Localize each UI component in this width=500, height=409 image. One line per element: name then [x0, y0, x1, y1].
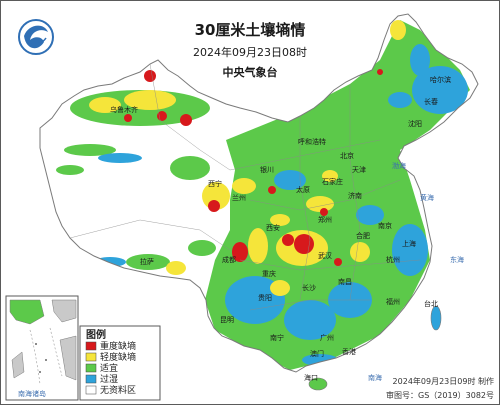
sea-label: 黄海 [420, 193, 434, 202]
inset-label: 南海诸岛 [18, 389, 46, 398]
place-label: 银川 [260, 165, 274, 174]
sea-label: 渤海 [392, 161, 406, 170]
legend-label: 过湿 [100, 373, 118, 385]
place-label: 广州 [320, 333, 334, 342]
place-label: 澳门 [310, 349, 324, 358]
map-title: 30厘米土壤墒情 [195, 21, 306, 39]
place-label: 合肥 [356, 231, 370, 240]
legend-swatch-wet [85, 374, 97, 384]
legend: 图例 重度缺墒 轻度缺墒 适宜 过湿 无资料区 [79, 325, 161, 401]
sea-label: 东海 [450, 255, 464, 264]
legend-item: 过湿 [85, 373, 118, 385]
place-label: 贵阳 [258, 293, 272, 302]
legend-item: 轻度缺墒 [85, 351, 136, 363]
place-label: 长沙 [302, 283, 316, 292]
moisture-fill [39, 13, 479, 373]
place-label: 南昌 [338, 277, 352, 286]
legend-swatch-severe [85, 341, 97, 351]
place-label: 石家庄 [322, 177, 343, 186]
place-label: 兰州 [232, 193, 246, 202]
place-label: 南京 [378, 221, 392, 230]
place-label: 成都 [222, 255, 236, 264]
place-label: 拉萨 [140, 257, 154, 266]
legend-swatch-suitable [85, 363, 97, 373]
legend-item: 适宜 [85, 362, 118, 374]
place-label: 上海 [402, 239, 416, 248]
place-label: 济南 [348, 191, 362, 200]
legend-label: 重度缺墒 [100, 340, 136, 352]
place-label: 香港 [342, 347, 356, 356]
place-label: 海口 [304, 373, 318, 382]
place-label: 太原 [296, 185, 310, 194]
legend-label: 无资料区 [100, 384, 136, 396]
place-label: 乌鲁木齐 [110, 105, 138, 114]
place-label: 沈阳 [408, 119, 422, 128]
issue-datetime: 2024年09月23日08时 [193, 45, 307, 59]
legend-item: 重度缺墒 [85, 340, 136, 352]
review-number: 审图号：GS（2019）3082号 [386, 390, 494, 400]
place-label: 呼和浩特 [298, 137, 326, 146]
issuing-agency: 中央气象台 [223, 65, 278, 79]
legend-label: 轻度缺墒 [100, 351, 136, 363]
place-label: 西安 [266, 223, 280, 232]
place-label: 天津 [352, 166, 366, 174]
place-label: 杭州 [386, 255, 400, 264]
made-time: 2024年09月23日09时 制作 [393, 376, 494, 386]
legend-label: 适宜 [100, 362, 118, 374]
legend-title: 图例 [86, 328, 106, 341]
place-label: 北京 [340, 151, 354, 160]
place-label: 昆明 [220, 316, 234, 324]
legend-swatch-slight [85, 352, 97, 362]
sea-labels: 渤海 黄海 东海 南海 [368, 161, 464, 382]
place-label: 长春 [424, 97, 438, 106]
place-label: 福州 [386, 297, 400, 306]
legend-item: 无资料区 [85, 384, 136, 396]
place-label: 武汉 [318, 251, 332, 260]
province-borders [69, 63, 421, 311]
islands [308, 305, 442, 391]
place-label: 重庆 [262, 269, 276, 278]
place-label: 西宁 [208, 179, 222, 188]
cma-logo-icon [18, 19, 54, 55]
place-labels: 乌鲁木齐 拉萨 西宁 兰州 银川 呼和浩特 哈尔滨 长春 沈阳 北京 天津 石家… [110, 75, 451, 382]
legend-swatch-nodata [85, 385, 97, 395]
place-label: 哈尔滨 [430, 75, 451, 84]
place-label: 南宁 [270, 333, 284, 342]
place-label: 台北 [424, 299, 438, 308]
south-china-sea-inset: 南海诸岛 [5, 295, 79, 401]
place-label: 郑州 [318, 216, 332, 224]
sea-label: 南海 [368, 373, 382, 382]
